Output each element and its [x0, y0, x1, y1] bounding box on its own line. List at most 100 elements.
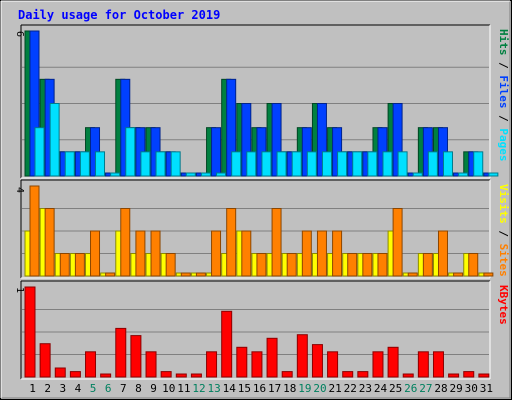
bar-files [211, 127, 222, 177]
bar-kbytes [448, 373, 460, 378]
bar-kbytes [417, 351, 429, 378]
day-label: 15 [238, 382, 251, 395]
bar-sites [271, 208, 282, 277]
series-sites [29, 185, 494, 277]
bar-sites [211, 230, 222, 277]
day-label: 16 [253, 382, 266, 395]
y-max-label: 4 [14, 187, 25, 193]
bar-sites [226, 208, 237, 277]
bar-pages [397, 151, 408, 177]
bar-kbytes [342, 371, 354, 378]
legend-part: Pages [497, 128, 510, 161]
bar-sites [347, 253, 358, 277]
bar-kbytes [39, 343, 51, 378]
bar-sites [135, 230, 146, 277]
day-label: 4 [75, 382, 82, 395]
bar-kbytes [24, 286, 36, 378]
day-label: 13 [207, 382, 220, 395]
bar-sites [377, 253, 388, 277]
side-legend-label: KBytes [497, 285, 510, 325]
bar-sites [453, 272, 464, 277]
legend-part: Visits [497, 184, 510, 224]
day-label: 9 [150, 382, 157, 395]
bar-kbytes [145, 351, 157, 378]
bar-sites [362, 253, 373, 277]
bar-pages [246, 151, 257, 177]
day-axis-labels: 1 2 3 4 5 6 7 8 9 10 11 12 13 14 15 16 17 18 19 20 21 22 23 24 2… [29, 382, 493, 395]
bar-kbytes [221, 310, 233, 378]
panel-visits-sites: 4 Visits / Sites [14, 179, 510, 279]
day-label: 3 [60, 382, 67, 395]
bar-kbytes [402, 373, 414, 378]
bar-pages [473, 151, 484, 177]
day-label: 12 [192, 382, 205, 395]
day-label: 19 [298, 382, 311, 395]
bar-sites [120, 208, 131, 277]
day-label: 21 [329, 382, 342, 395]
bar-kbytes [296, 334, 308, 378]
bar-kbytes [69, 371, 81, 378]
day-label: 6 [105, 382, 112, 395]
chart-panels: 6 Hits / Files / Pages 4 Visits / Sites 1 KBy… [14, 24, 510, 380]
side-legend-label: Visits / Sites [497, 184, 510, 277]
bar-pages [276, 151, 287, 177]
bar-kbytes [85, 351, 97, 378]
day-label: 8 [135, 382, 142, 395]
day-label: 24 [374, 382, 388, 395]
legend-part: / [497, 56, 510, 76]
bar-sites [286, 253, 297, 277]
bar-sites [256, 253, 267, 277]
bar-kbytes [463, 371, 475, 378]
y-max-label: 6 [14, 31, 25, 37]
day-label: 18 [283, 382, 296, 395]
bar-pages [34, 127, 45, 177]
day-label: 25 [389, 382, 402, 395]
bar-sites [437, 230, 448, 277]
bar-kbytes [266, 337, 278, 378]
bar-kbytes [478, 373, 490, 378]
bar-pages [49, 103, 60, 177]
bar-sites [150, 230, 161, 277]
day-label: 17 [268, 382, 281, 395]
bar-pages [412, 172, 423, 177]
bar-pages [110, 172, 121, 177]
day-label: 26 [404, 382, 417, 395]
legend-part: / [497, 224, 510, 244]
bar-sites [407, 272, 418, 277]
panel-kbytes: 1 KBytes [14, 280, 510, 380]
bar-pages [427, 151, 438, 177]
bar-kbytes [160, 371, 172, 378]
bar-pages [291, 151, 302, 177]
bar-kbytes [372, 351, 384, 378]
bar-pages [216, 172, 227, 177]
bar-kbytes [281, 371, 293, 378]
bar-sites [241, 230, 252, 277]
bar-sites [392, 208, 403, 277]
bar-kbytes [387, 346, 399, 378]
panel-hits-files-pages: 6 Hits / Files / Pages [14, 24, 510, 179]
bar-kbytes [311, 344, 323, 378]
bar-pages [231, 151, 242, 177]
legend-part: / [497, 109, 510, 129]
bar-pages [125, 127, 136, 177]
bar-sites [195, 272, 206, 277]
day-label: 31 [480, 382, 493, 395]
bar-pages [79, 151, 90, 177]
bar-pages [200, 172, 211, 177]
legend-part: KBytes [497, 285, 510, 325]
bar-kbytes [115, 327, 127, 378]
bar-pages [337, 151, 348, 177]
bar-sites [422, 253, 433, 277]
bar-sites [44, 208, 55, 277]
bar-sites [74, 253, 85, 277]
bar-sites [90, 230, 101, 277]
bar-pages [352, 151, 363, 177]
day-label: 29 [450, 382, 463, 395]
bar-sites [468, 253, 479, 277]
bar-pages [185, 172, 196, 177]
bar-sites [316, 230, 327, 277]
day-label: 2 [44, 382, 51, 395]
legend-part: Hits [497, 29, 510, 56]
bar-pages [442, 151, 453, 177]
bar-pages [140, 151, 151, 177]
